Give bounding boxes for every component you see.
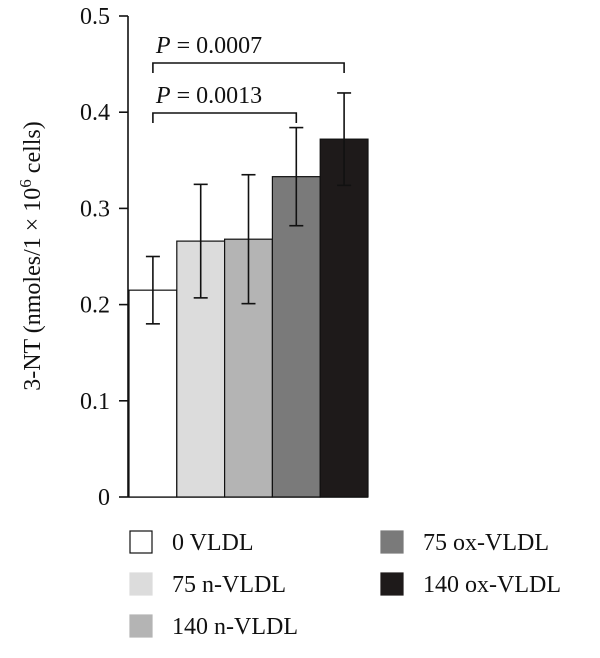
error-bar	[337, 92, 352, 187]
y-tick-label: 0.2	[80, 293, 110, 319]
bracket-line	[152, 112, 298, 123]
y-tick-label: 0.1	[80, 389, 110, 415]
legend-label: 140 n-VLDL	[172, 614, 298, 640]
error-bars-group	[145, 92, 352, 325]
legend-label: 75 ox-VLDL	[423, 530, 549, 556]
legend-swatch	[129, 614, 153, 638]
y-tick-label: 0.5	[80, 4, 110, 30]
legend-swatch	[380, 572, 404, 596]
legend-item: 140 n-VLDL	[129, 614, 298, 640]
legend-item: 140 ox-VLDL	[380, 572, 561, 598]
legend-label: 75 n-VLDL	[172, 572, 286, 598]
y-tick-label: 0.4	[80, 100, 110, 126]
legend-swatch	[129, 530, 153, 554]
legend-item: 0 VLDL	[129, 530, 254, 556]
legend-label: 0 VLDL	[172, 530, 254, 556]
error-bar	[193, 183, 208, 299]
significance-annotations: P = 0.0013 P = 0.0007	[152, 33, 345, 123]
significance-bracket: P = 0.0007	[152, 33, 345, 73]
y-axis-title: 3-NT (nmoles/1 × 106 cells)	[16, 121, 46, 391]
y-axis-title-main: 3-NT (nmoles/1 × 10	[20, 188, 46, 391]
legend: 0 VLDL 75 n-VLDL 140 n-VLDL 75 ox-VLDL 140 o…	[129, 530, 561, 640]
legend-item: 75 n-VLDL	[129, 572, 286, 598]
legend-label: 140 ox-VLDL	[423, 572, 561, 598]
error-bar	[145, 255, 160, 325]
error-bar	[289, 126, 304, 227]
y-axis-title-group: 3-NT (nmoles/1 × 106 cells)	[16, 121, 46, 391]
bar-0-vldl	[128, 289, 178, 498]
y-axis-title-unit: cells)	[20, 121, 46, 179]
y-axis-title-superscript: 6	[16, 179, 35, 188]
legend-item: 75 ox-VLDL	[380, 530, 549, 556]
legend-swatch	[129, 572, 153, 596]
significance-bracket: P = 0.0013	[152, 83, 298, 123]
y-tick-label: 0.3	[80, 196, 110, 222]
y-tick-label: 0	[98, 485, 110, 511]
p-value-label: P = 0.0007	[155, 33, 262, 59]
bracket-line	[152, 62, 345, 73]
error-bar	[241, 173, 256, 305]
p-value-label: P = 0.0013	[155, 83, 262, 109]
legend-swatch	[380, 530, 404, 554]
bar-140-ox-vldl	[319, 138, 369, 498]
bar-75-ox-vldl	[271, 176, 321, 498]
